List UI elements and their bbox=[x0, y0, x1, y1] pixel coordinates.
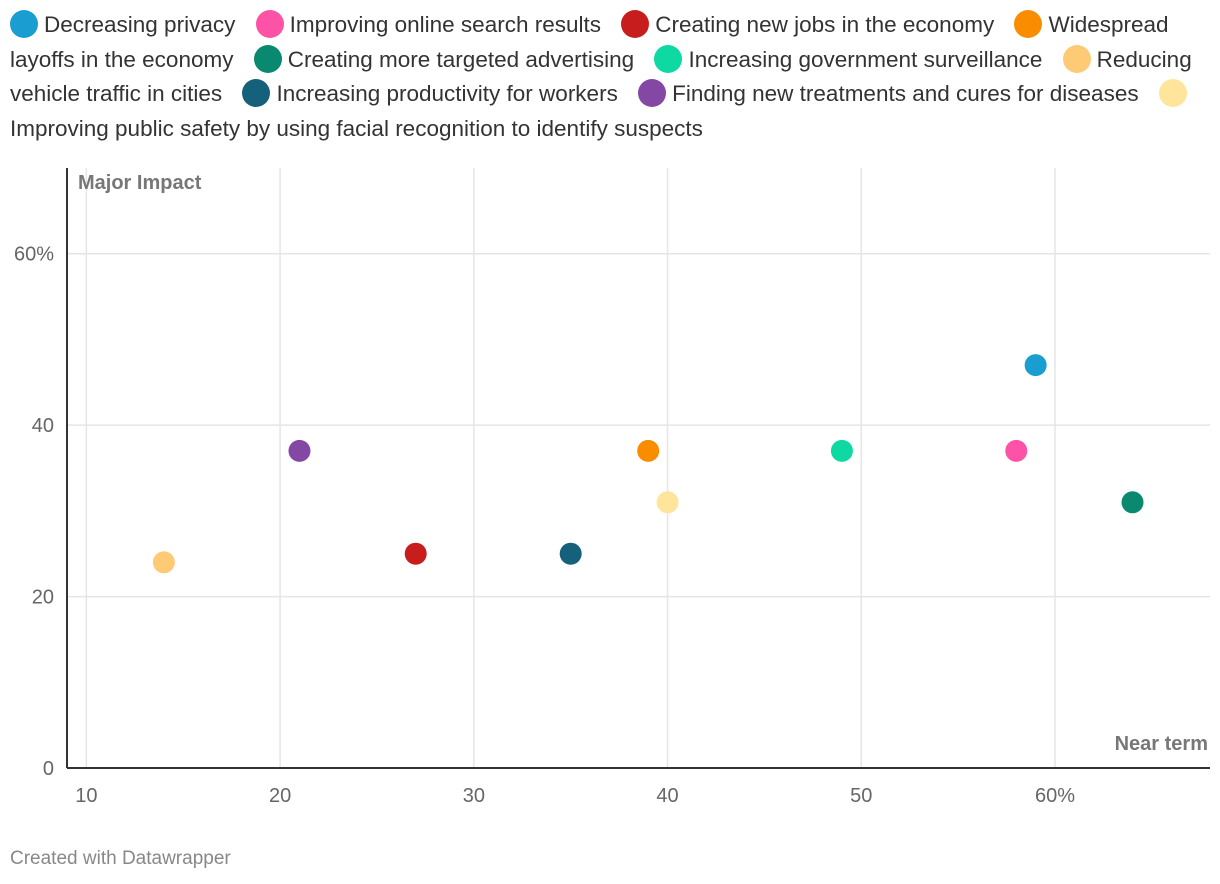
legend-item: Increasing government surveillance bbox=[654, 44, 1043, 73]
x-axis-title: Near term bbox=[1115, 733, 1208, 755]
chart-legend: Decreasing privacy Improving online sear… bbox=[10, 8, 1210, 146]
legend-swatch bbox=[638, 79, 667, 107]
data-point: Widespread layoffs in the economy bbox=[637, 439, 660, 462]
legend-item: Creating more targeted advertising bbox=[253, 44, 635, 73]
legend-swatch bbox=[1158, 79, 1187, 107]
x-tick-label: 50 bbox=[850, 785, 872, 807]
data-point: Increasing government surveillance bbox=[830, 439, 853, 462]
legend-swatch bbox=[253, 44, 282, 73]
legend-item: Creating new jobs in the economy bbox=[621, 10, 995, 38]
data-point: Creating more targeted advertising bbox=[1121, 491, 1144, 514]
x-tick-label: 20 bbox=[269, 785, 291, 807]
legend-swatch bbox=[10, 10, 38, 38]
legend-item: Improving public safety by using facial … bbox=[10, 79, 1193, 141]
data-point: Improving online search results bbox=[1005, 439, 1028, 462]
legend-item: Widespread layoffs in the economy bbox=[10, 10, 1169, 72]
legend-label: Improving public safety by using facial … bbox=[10, 115, 703, 141]
legend-label: Increasing productivity for workers bbox=[276, 81, 618, 106]
data-point: Improving public safety by using facial … bbox=[656, 491, 679, 514]
y-tick-label: 0 bbox=[43, 758, 54, 780]
y-tick-label: 60% bbox=[14, 244, 54, 266]
grid-lines bbox=[67, 168, 1210, 768]
legend-label: Creating new jobs in the economy bbox=[655, 12, 995, 37]
data-point: Increasing productivity for workers bbox=[559, 542, 582, 565]
legend-label: Improving online search results bbox=[289, 12, 601, 37]
legend-item: Improving online search results bbox=[255, 10, 601, 38]
data-point: Finding new treatments and cures for dis… bbox=[288, 439, 311, 462]
data-points: Decreasing privacy Improving online searc… bbox=[152, 354, 1144, 574]
tick-labels: 10 20 30 40 50 60% 0 20 40 60% bbox=[14, 244, 1075, 807]
data-point: Reducing vehicle traffic in cities bbox=[152, 551, 175, 574]
legend-swatch bbox=[621, 10, 650, 38]
legend-label: Widespread layoffs in the economy bbox=[10, 12, 1169, 72]
legend-swatch bbox=[654, 44, 683, 73]
x-tick-label: 30 bbox=[463, 785, 485, 807]
x-tick-label: 10 bbox=[75, 785, 97, 807]
x-tick-label: 60% bbox=[1035, 785, 1075, 807]
y-axis-title: Major Impact bbox=[78, 172, 202, 194]
legend-label: Decreasing privacy bbox=[44, 12, 236, 37]
legend-item: Reducing vehicle traffic in cities bbox=[10, 44, 1192, 107]
legend-swatch bbox=[242, 79, 271, 107]
legend-label: Increasing government surveillance bbox=[688, 46, 1043, 72]
legend-label: Creating more targeted advertising bbox=[287, 46, 635, 72]
legend-item: Increasing productivity for workers bbox=[242, 79, 618, 107]
credit-text: Created with Datawrapper bbox=[10, 848, 231, 869]
legend-item: Decreasing privacy bbox=[10, 10, 236, 38]
legend-label: Reducing vehicle traffic in cities bbox=[10, 46, 1192, 107]
legend-swatch bbox=[255, 10, 284, 38]
y-tick-label: 20 bbox=[32, 587, 54, 609]
data-point: Decreasing privacy bbox=[1024, 354, 1047, 377]
x-tick-label: 40 bbox=[656, 785, 678, 807]
legend-item: Finding new treatments and cures for dis… bbox=[638, 79, 1139, 107]
y-tick-label: 40 bbox=[32, 415, 54, 437]
legend-swatch bbox=[1062, 44, 1091, 73]
legend-label: Finding new treatments and cures for dis… bbox=[672, 81, 1139, 106]
legend-swatch bbox=[1014, 10, 1043, 38]
data-point: Creating new jobs in the economy bbox=[404, 542, 427, 565]
